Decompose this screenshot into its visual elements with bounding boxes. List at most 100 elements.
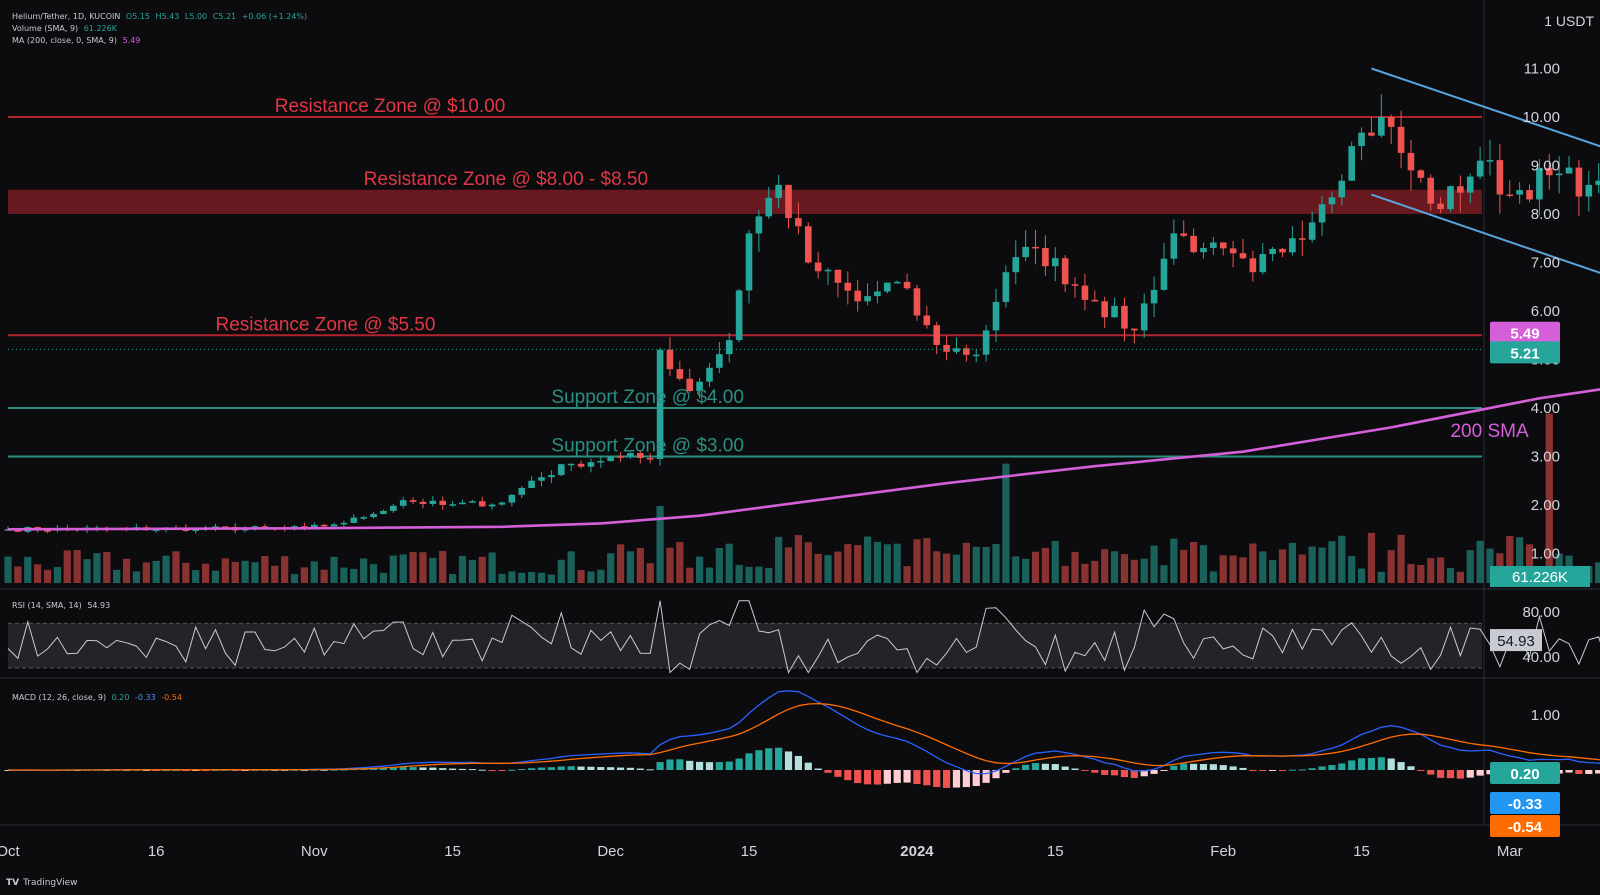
price-tick-label: 6.00 [1531, 303, 1560, 320]
price-tick-label: 3.00 [1531, 449, 1560, 466]
annotation-text: 200 SMA [1450, 421, 1528, 442]
macd-histogram-bar [528, 768, 536, 770]
volume-bar [923, 538, 931, 583]
volume-bar [103, 552, 111, 583]
volume-bar [439, 551, 447, 583]
macd-histogram-bar [1407, 766, 1415, 770]
support-zone-label: Support Zone @ $4.00 [551, 387, 744, 408]
volume-bar [379, 572, 388, 583]
candle-body [646, 457, 654, 460]
time-tick-label: 2024 [900, 843, 934, 860]
volume-bar [34, 564, 42, 583]
price-tick-label: 8.00 [1531, 206, 1560, 223]
tradingview-logo-icon: TV [6, 878, 20, 888]
ohlc-open: O5.15 [125, 12, 150, 21]
candle-body [1536, 167, 1543, 200]
macd-histogram-bar [923, 770, 931, 786]
volume-bar [557, 559, 565, 583]
candle-body [1279, 248, 1286, 253]
candle-body [1526, 190, 1533, 200]
volume-bar [1031, 551, 1040, 583]
volume-bar [913, 539, 921, 583]
volume-bar [63, 550, 71, 583]
volume-bar [1427, 558, 1435, 583]
candle-body [686, 378, 694, 392]
volume-bar [290, 574, 299, 583]
candles-layer [4, 94, 1600, 534]
macd-histogram-bar [863, 770, 872, 785]
macd-histogram-bar [537, 767, 546, 770]
macd-histogram-bar [933, 770, 941, 787]
macd-histogram-bar [1417, 770, 1425, 771]
candle-body [380, 510, 387, 514]
macd-histogram-bar [1338, 763, 1346, 770]
candle-body [409, 500, 417, 502]
ohlc-high: H5.43 [155, 12, 180, 21]
macd-histogram-bar [646, 769, 654, 771]
macd-histogram-bar [320, 769, 328, 771]
candle-body [824, 269, 832, 272]
volume-bar [1120, 554, 1129, 583]
macd-histogram-bar [281, 769, 289, 771]
rsi-legend: RSI (14, SMA, 14) 54.93 [12, 601, 113, 610]
candle-body [360, 517, 367, 519]
candle-body [1091, 299, 1099, 302]
candle-body [854, 290, 861, 302]
candle-body [1180, 233, 1188, 236]
candle-body [844, 282, 852, 291]
time-tick-label: Feb [1210, 843, 1236, 860]
candle-body [449, 504, 456, 506]
volume-bar [547, 574, 555, 583]
candle-body [1239, 253, 1247, 259]
price-tick-label: 11.00 [1524, 61, 1560, 78]
macd-histogram-bar [804, 762, 812, 770]
zones-layer [8, 116, 1482, 458]
sma-value-badge: 5.49 [1510, 326, 1539, 343]
macd-histogram-bar [547, 767, 555, 770]
candle-body [222, 526, 229, 528]
ma-legend-value: 5.49 [122, 36, 141, 45]
macd-histogram-bar [1160, 770, 1168, 771]
candle-body [1358, 132, 1365, 147]
rsi-tick-label: 80.00 [1522, 604, 1560, 621]
macd-histogram-bar [814, 768, 822, 770]
macd-histogram-bar [468, 769, 476, 771]
candle-body [1298, 238, 1306, 240]
volume-bar [616, 544, 625, 583]
macd-histogram-bar [1575, 770, 1583, 774]
rsi-badge-bg [1490, 629, 1542, 652]
macd-histogram-bar [755, 750, 763, 770]
macd-histogram-bar [1229, 766, 1237, 770]
candle-body [488, 504, 496, 507]
macd-histogram-bar [824, 770, 832, 773]
candle-body [1140, 303, 1148, 331]
macd-histogram-bar [883, 770, 891, 784]
candle-body [528, 480, 535, 488]
channel-lower-line [1371, 193, 1600, 274]
candle-body [874, 291, 881, 297]
macd-hist-badge-bg [1490, 762, 1560, 784]
candle-body [1447, 186, 1454, 210]
candle-body [903, 281, 911, 289]
volume-bar [1190, 541, 1198, 583]
time-tick-label: Oct [0, 843, 20, 860]
rsi-value-badge: 54.93 [1497, 633, 1535, 650]
time-tick-label: 15 [444, 843, 461, 860]
volume-bar [1367, 532, 1376, 583]
volume-bar [844, 544, 852, 583]
volume-bar [814, 553, 822, 583]
macd-legend-value: 0.20 [111, 693, 130, 702]
macd-histogram-bar [666, 759, 674, 770]
ohlc-close: C5.21 [212, 12, 237, 21]
candle-body [884, 282, 891, 292]
candle-body [577, 463, 585, 467]
candle-body [1407, 152, 1415, 171]
volume-bar [636, 547, 644, 583]
candle-body [478, 501, 486, 507]
candle-body [963, 348, 970, 355]
candle-body [1219, 242, 1227, 249]
volume-bar [261, 556, 269, 583]
candle-body [1131, 328, 1138, 331]
